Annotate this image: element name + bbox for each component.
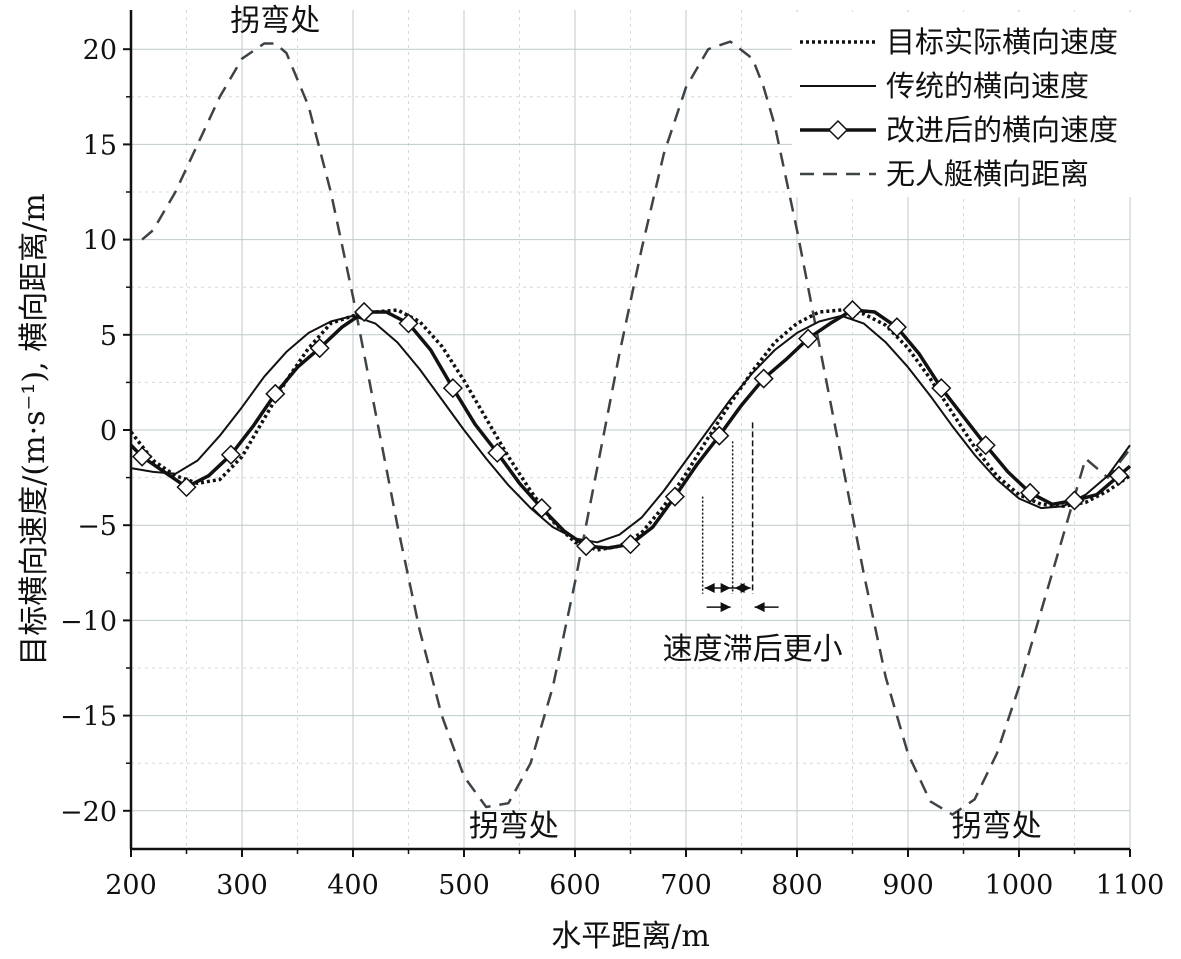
x-tick-label: 700 (660, 870, 712, 901)
legend-label-improved: 改进后的横向速度 (886, 113, 1118, 147)
x-tick-label: 1000 (985, 870, 1054, 901)
diamond-marker (487, 442, 508, 463)
series-line-1 (130, 314, 1131, 544)
diamond-marker (931, 378, 952, 399)
lag-arrowhead (740, 583, 751, 594)
annotation-text: 拐弯处 (469, 809, 559, 844)
y-tick-label: −5 (77, 511, 117, 542)
diamond-marker (798, 328, 819, 349)
y-tick-label: 10 (83, 226, 117, 257)
diamond-marker (886, 317, 907, 338)
series-line-0 (129, 308, 1131, 552)
diamond-marker (1064, 490, 1085, 511)
annotation-text: 拐弯处 (952, 809, 1042, 844)
legend-label-target: 目标实际横向速度 (886, 25, 1118, 59)
x-tick-label: 500 (438, 870, 490, 901)
legend: 目标实际横向速度 传统的横向速度 改进后的横向速度 无人艇横向距离 (792, 12, 1180, 197)
y-tick-label: 5 (100, 321, 117, 352)
legend-diamond-marker (827, 119, 849, 141)
diamond-marker (442, 378, 463, 399)
diamond-marker (176, 477, 197, 498)
diamond-marker (1108, 465, 1129, 486)
diamond-marker (753, 368, 774, 389)
y-tick-label: 20 (83, 35, 117, 66)
x-tick-label: 800 (771, 870, 823, 901)
diamond-marker (842, 299, 863, 321)
diamond-marker (576, 536, 597, 557)
x-axis-title: 水平距离/m (551, 919, 710, 954)
x-tick-label: 1100 (1096, 870, 1165, 901)
legend-label-traditional: 传统的横向速度 (886, 69, 1089, 103)
legend-label-distance: 无人艇横向距离 (886, 157, 1089, 191)
diamond-marker (1020, 482, 1041, 503)
diamond-marker (664, 486, 685, 507)
diamond-marker (132, 446, 153, 467)
lag-arrowhead (720, 583, 731, 594)
diamond-marker (709, 425, 730, 446)
y-tick-label: −10 (60, 606, 117, 637)
y-tick-label: −15 (60, 702, 117, 733)
lag-arrowhead (704, 583, 715, 594)
axes: 200 300 400 500 600 700 800 900 1000 1100 20 15 10 5 0… (17, 10, 1164, 954)
series-line-3 (141, 40, 1131, 816)
lag-arrowhead (720, 602, 731, 613)
y-axis-title: 目标横向速度/(m·s⁻¹), 横向距离/m (17, 193, 52, 665)
annotation-text: 拐弯处 (230, 4, 320, 39)
x-tick-label: 900 (882, 870, 934, 901)
x-tick-label: 400 (327, 870, 379, 901)
diamond-marker (531, 498, 552, 519)
diamond-marker (309, 338, 330, 359)
y-tick-label: −20 (60, 797, 117, 828)
series-layer (129, 40, 1132, 816)
lag-arrowhead (754, 602, 765, 613)
x-tick-label: 600 (549, 870, 601, 901)
diamond-marker (265, 383, 286, 404)
x-tick-label: 300 (216, 870, 268, 901)
x-tick-label: 200 (105, 870, 157, 901)
diamond-marker (354, 301, 375, 323)
annotation-text: 速度滞后更小 (663, 632, 843, 667)
diamond-marker (620, 534, 641, 555)
diamond-marker (975, 435, 996, 456)
diamond-marker (398, 313, 419, 334)
diamond-marker (220, 444, 241, 465)
y-tick-label: 0 (100, 416, 117, 447)
y-tick-label: 15 (83, 130, 117, 161)
